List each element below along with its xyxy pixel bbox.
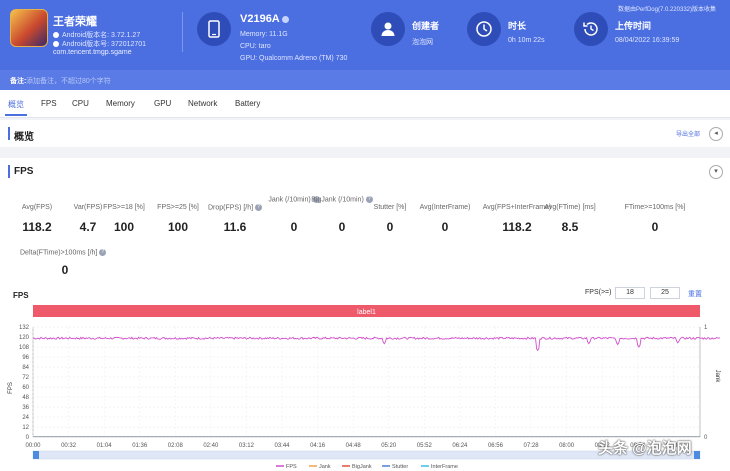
metric-value: 11.6 <box>223 220 247 234</box>
android-icon <box>53 32 59 39</box>
expand-button[interactable]: ▾ <box>709 165 723 179</box>
clock-icon <box>467 12 501 46</box>
divider <box>182 12 183 52</box>
device-name: V2196A <box>240 13 289 25</box>
remark-bar: 备注: 添加备注，不超过80个字符 <box>0 70 730 90</box>
metric-label: Jank (/10min) ? <box>259 196 329 204</box>
overview-title: 概览 <box>14 132 34 143</box>
tab-network[interactable]: Network <box>188 99 218 108</box>
metric-value: 0 <box>290 220 298 234</box>
tab-bar: 概览 FPS CPU Memory GPU Network Battery <box>0 90 730 118</box>
app-version: Android版本名: 3.72.1.27 <box>53 30 140 40</box>
help-icon[interactable]: ? <box>312 196 320 203</box>
metric-value: 0 <box>651 220 659 234</box>
metric-value: 0 <box>386 220 394 234</box>
chart-title: FPS <box>13 291 29 300</box>
remark-label: 备注: <box>10 78 27 85</box>
tab-overview[interactable]: 概览 <box>8 100 24 109</box>
metric-value: 4.7 <box>79 220 97 234</box>
tab-battery[interactable]: Battery <box>235 99 261 108</box>
creator-label: 创建者 <box>412 21 440 31</box>
upload-label: 上传时间 <box>615 21 652 31</box>
history-icon <box>574 12 608 46</box>
fps-panel: FPS ▾ Avg(FPS) 118.2 Var(FPS) 4.7 FPS>=18 [%… <box>0 158 730 471</box>
metric-label: Avg(FTime) [ms] <box>544 204 596 211</box>
export-all-link[interactable]: 导出全部 <box>675 132 700 138</box>
reset-button[interactable]: 重置 <box>688 291 702 298</box>
metric-label: FTime>=100ms [%] <box>624 204 686 211</box>
tab-cpu[interactable]: CPU <box>72 99 89 108</box>
tab-fps[interactable]: FPS <box>41 99 57 108</box>
metric-value: 0 <box>61 263 69 277</box>
user-icon <box>371 12 405 46</box>
help-icon[interactable]: ? <box>99 249 107 256</box>
metric-label: Avg(FPS+InterFrame) <box>482 204 552 211</box>
metric-label: Delta(FTime)>100ms [/h] ? <box>20 249 107 257</box>
watermark: 头条 @泡泡网 <box>598 440 692 457</box>
duration-label: 时长 <box>508 21 527 31</box>
metric-label: Avg(FPS) <box>21 204 53 211</box>
fps-threshold-label: FPS(>=) <box>585 289 612 296</box>
metric-value: 0 <box>338 220 346 234</box>
device-gpu: GPU: Qualcomm Adreno (TM) 730 <box>240 55 348 62</box>
metric-label: BigJank (/10min) ? <box>307 196 377 204</box>
active-tab-indicator <box>5 114 27 116</box>
metric-value: 100 <box>167 220 189 234</box>
metric-value: 118.2 <box>502 220 532 234</box>
metric-value: 118.2 <box>22 220 52 234</box>
metric-label: Drop(FPS) [/h] ? <box>200 204 270 212</box>
app-icon <box>10 9 48 47</box>
upload-value: 08/04/2022 16:39:59 <box>615 37 680 44</box>
creator-value: 泡泡网 <box>412 39 433 46</box>
device-memory: Memory: 11.1G <box>240 31 288 38</box>
tab-gpu[interactable]: GPU <box>154 99 172 108</box>
section-marker <box>8 165 10 178</box>
metric-label: Stutter [%] <box>373 204 407 211</box>
duration-value: 0h 10m 22s <box>508 37 545 44</box>
fps-section-bar: FPS ▾ <box>0 158 730 185</box>
metric-label: FPS>=18 [%] <box>103 204 145 211</box>
fps-section-title: FPS <box>14 166 34 177</box>
section-marker <box>8 127 10 140</box>
metric-label: Var(FPS) <box>73 204 103 211</box>
app-name: 王者荣耀 <box>53 16 97 28</box>
device-cpu: CPU: taro <box>240 43 271 50</box>
report-header: 王者荣耀 Android版本名: 3.72.1.27 Android版本号: 3… <box>0 0 730 90</box>
metric-label: Avg(InterFrame) <box>419 204 471 211</box>
tab-memory[interactable]: Memory <box>106 99 135 108</box>
metric-label: FPS>=25 [%] <box>157 204 199 211</box>
info-icon[interactable] <box>281 15 289 23</box>
app-package: com.tencent.tmgp.sgame <box>53 49 132 56</box>
fps-threshold-input-1[interactable]: 18 <box>615 287 645 299</box>
app-version-code: Android版本号: 372012701 <box>53 39 146 49</box>
help-icon[interactable]: ? <box>255 204 263 211</box>
metric-value: 100 <box>113 220 135 234</box>
help-icon[interactable]: ? <box>365 196 373 203</box>
remark-input[interactable]: 添加备注，不超过80个字符 <box>26 78 111 85</box>
metric-value: 0 <box>441 220 449 234</box>
metric-value: 8.5 <box>561 220 579 234</box>
phone-icon <box>197 12 231 46</box>
android-icon <box>53 41 59 48</box>
overview-section: 概览 导出全部 ◂ <box>0 120 730 147</box>
source-note: 数据由PerfDog(7.0.220332)版本收集 <box>617 7 716 13</box>
collapse-button[interactable]: ◂ <box>709 127 723 141</box>
fps-threshold-input-2[interactable]: 25 <box>650 287 680 299</box>
